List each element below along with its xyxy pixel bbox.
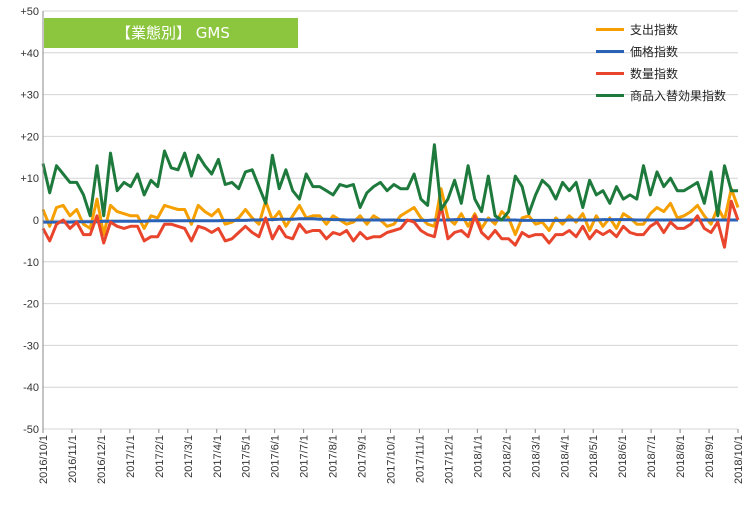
x-tick-label: 2017/5/1 — [241, 435, 253, 478]
y-tick-label: -50 — [23, 424, 39, 436]
x-tick-label: 2018/2/1 — [501, 435, 513, 478]
x-tick-label: 2017/12/1 — [443, 435, 455, 484]
x-tick-label: 2017/3/1 — [183, 435, 195, 478]
y-tick-label: +50 — [20, 6, 39, 18]
legend-label-spending: 支出指数 — [630, 22, 679, 37]
x-tick-label: 2018/7/1 — [646, 435, 658, 478]
x-tick-label: 2016/11/1 — [67, 435, 79, 483]
legend-swatch-quantity — [596, 71, 624, 75]
legend-swatch-replacement — [596, 93, 624, 97]
y-tick-label: +10 — [20, 173, 39, 185]
x-tick-label: 2018/4/1 — [559, 435, 571, 478]
x-tick-label: 2017/2/1 — [154, 435, 166, 478]
x-tick-label: 2017/11/1 — [414, 435, 426, 483]
chart-title: 【業態別】 GMS — [44, 18, 298, 48]
legend-item-quantity: 数量指数 — [596, 62, 726, 84]
x-tick-label: 2018/6/1 — [617, 435, 629, 478]
x-tick-label: 2016/12/1 — [96, 435, 108, 484]
series-line-0 — [41, 187, 740, 237]
y-tick-label: +30 — [20, 90, 39, 102]
x-tick-label: 2018/8/1 — [675, 435, 687, 478]
legend-label-replacement: 商品入替効果指数 — [630, 88, 727, 103]
legend-item-price: 価格指数 — [596, 40, 726, 62]
x-tick-label: 2017/9/1 — [357, 435, 369, 478]
x-tick-label: 2018/3/1 — [530, 435, 542, 478]
x-tick-label: 2018/5/1 — [588, 435, 600, 478]
y-tick-label: -40 — [23, 382, 39, 394]
series-line-3 — [41, 143, 738, 222]
x-tick-label: 2018/9/1 — [704, 435, 716, 478]
legend-swatch-price — [596, 49, 624, 53]
x-tick-label: 2018/1/1 — [472, 435, 484, 478]
y-tick-label: -30 — [23, 340, 39, 352]
legend-item-spending: 支出指数 — [596, 18, 726, 40]
series-line-2 — [41, 199, 740, 249]
y-tick-label: 0 — [33, 215, 39, 227]
y-tick-label: -10 — [23, 257, 39, 269]
y-tick-label: +20 — [20, 131, 39, 143]
series-lines — [41, 143, 740, 249]
x-tick-label: 2017/8/1 — [328, 435, 340, 478]
y-tick-label: -20 — [23, 299, 39, 311]
legend-item-replacement: 商品入替効果指数 — [596, 84, 726, 106]
legend-label-quantity: 数量指数 — [630, 66, 679, 81]
x-tick-label: 2017/6/1 — [270, 435, 282, 478]
y-tick-label: +40 — [20, 48, 39, 60]
x-tick-label: 2018/10/1 — [733, 435, 742, 484]
x-tick-label: 2016/10/1 — [38, 435, 50, 484]
x-tick-label: 2017/1/1 — [125, 435, 137, 478]
y-axis-tick-labels: +50 +40 +30 +20 +10 0 -10 -20 -30 -40 -50 — [20, 6, 39, 436]
x-tick-label: 2017/4/1 — [212, 435, 224, 478]
legend: 支出指数 価格指数 数量指数 商品入替効果指数 — [596, 18, 726, 106]
x-tick-label: 2017/10/1 — [386, 435, 398, 484]
x-tick-label: 2017/7/1 — [299, 435, 311, 478]
legend-label-price: 価格指数 — [630, 44, 679, 59]
series-line-1 — [43, 217, 738, 224]
x-axis-tick-labels: 2016/10/1 2016/11/1 2016/12/1 2017/1/1 2017/… — [38, 429, 742, 484]
legend-swatch-spending — [596, 27, 624, 31]
